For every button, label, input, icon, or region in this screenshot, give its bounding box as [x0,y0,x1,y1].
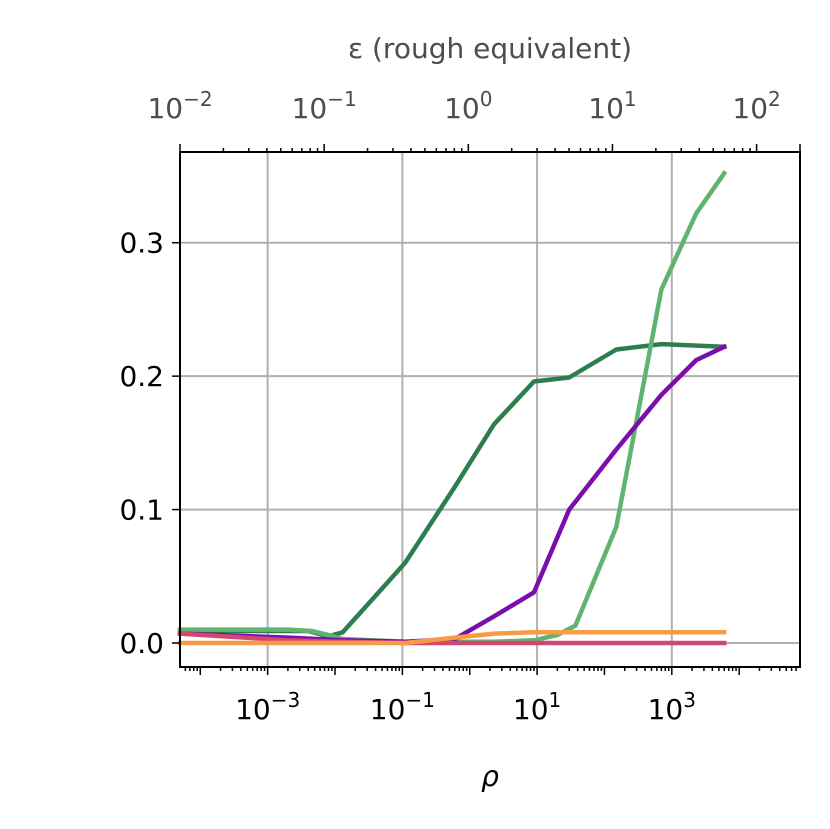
top-tick-label: 100 [444,87,492,125]
y-tick-label: 0.3 [119,227,164,260]
x-tick-label: 10−3 [235,688,300,726]
top-axis-title: ε (rough equivalent) [348,32,632,65]
y-axis-ticks: 0.0 0.1 0.2 0.3 [119,227,180,660]
top-tick-label: 10−1 [292,87,357,125]
y-tick-label: 0.2 [119,360,164,393]
x-tick-label: 103 [648,688,696,726]
series-layer [177,170,728,646]
grid [180,152,800,667]
top-tick-label: 102 [732,87,780,125]
x-axis-ticks: 10−3 10−1 101 103 [184,667,797,726]
x-tick-label: 101 [513,688,561,726]
series-line-5 [177,630,727,646]
y-tick-label: 0.0 [119,627,164,660]
x-tick-label: 10−1 [370,688,435,726]
series-line-4 [177,631,727,646]
y-tick-label: 0.1 [119,494,164,527]
top-axis-ticks: 10−2 10−1 100 101 102 [147,87,801,152]
x-axis-title: ρ [481,760,499,793]
top-tick-label: 101 [588,87,636,125]
top-tick-label: 10−2 [147,87,212,125]
